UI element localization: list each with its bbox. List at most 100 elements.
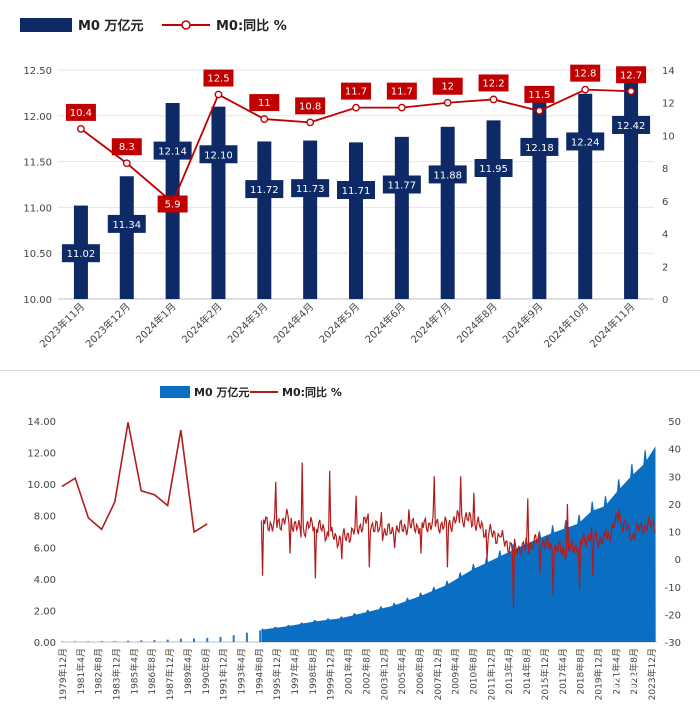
watermark: GO [610,671,643,695]
bar-data-label: 12.14 [158,147,187,158]
y-right-tick-label-2: 0 [675,555,681,566]
x-tick-label-2: 2003年12月 [378,648,390,700]
x-tick-label: 2024年3月 [225,300,271,346]
x-tick-label: 2023年11月 [37,300,87,350]
bar [303,140,318,299]
chart-m0-history: M0 万亿元 M0:同比 % 0.00 2.00 4.00 6.00 8.00 10.00… [0,372,700,712]
y-left-tick-label: 10.00 [23,295,52,306]
y-axis-right-2: -30 -20 -10 0 10 20 30 40 50 [665,417,681,649]
legend-bottom: M0 万亿元 M0:同比 % [160,385,342,399]
line-point [214,90,223,99]
y-axis-right: 0 2 4 6 8 10 12 14 [662,66,675,306]
x-tick-label-2: 2010年8月 [468,648,480,695]
bar [349,142,363,299]
bar-data-label: 11.88 [433,170,462,181]
x-tick-label-2: 2009年4月 [450,648,462,695]
y-left-tick-label: 11.50 [23,158,52,169]
x-tick-label: 2024年5月 [316,300,362,346]
line-data-label: 12.5 [207,74,229,85]
x-tick-label-2: 2018年8月 [575,648,587,695]
bar-label-box [612,115,651,134]
y-left-tick-label-2: 2.00 [34,606,56,617]
annual-bar [140,640,143,642]
bar-label-box [428,165,467,184]
y-right-tick-label-2: 50 [668,417,681,428]
legend-area-swatch [160,386,190,398]
line-label-box [157,195,188,213]
x-tick-label: 2024年10月 [541,300,591,350]
line-data-label: 11 [258,98,271,109]
bar-data-label: 12.10 [204,150,233,161]
y-left-tick-label: 12.50 [23,66,52,77]
x-tick-label: 2024年1月 [133,300,179,346]
y-right-tick-label: 6 [662,197,668,208]
x-tick-label-2: 2017年4月 [557,648,569,695]
bar-data-labels: 11.02 11.34 12.14 12.10 11.72 11.73 11.71 11.77… [61,115,651,263]
line-point [443,98,452,107]
bar [486,120,501,299]
x-tick-label-2: 1999年12月 [325,648,337,700]
y-left-tick-label-2: 0.00 [34,638,56,649]
line-point [489,95,498,104]
y-left-tick-label-2: 10.00 [27,480,56,491]
line-data-label: 11.7 [391,87,413,98]
annual-bar [61,641,63,643]
bar-label-box [153,141,192,160]
bar-label-box [382,175,421,194]
line-label-box [111,138,142,156]
line-data-label: 8.3 [119,142,135,153]
x-tick-label-2: 1995年12月 [271,648,283,700]
annual-bar [113,641,116,642]
y-left-tick-label: 12.00 [23,112,52,123]
x-tick-label-2: 1990年8月 [200,648,212,695]
line-data-label: 11.5 [528,90,550,101]
bar [532,99,547,299]
line-label-box [386,82,417,100]
x-tick-label-2: 2011年12月 [485,648,497,700]
y-left-tick-label-2: 4.00 [34,575,56,586]
y-right-tick-label-2: 40 [668,445,681,456]
x-tick-label-2: 2001年4月 [343,648,355,695]
line-data-labels: 10.4 8.3 5.9 12.5 11 10.8 11.7 11.7 12 12.2 11.5 12… [65,64,647,213]
y-right-tick-label-2: 10 [668,528,681,539]
y-right-tick-label: 12 [662,99,675,110]
x-tick-label-2: 1994年8月 [253,648,265,695]
bar-data-label: 11.73 [296,184,325,195]
line-label-box [65,103,96,121]
x-tick-label-2: 2014年8月 [521,648,533,695]
y-right-tick-label-2: 30 [668,472,681,483]
legend-line-marker [181,20,191,30]
line-series-2 [61,422,656,609]
x-tick-label-2: 2015年12月 [539,648,551,700]
annual-bar [206,637,209,642]
annual-bar [259,630,262,642]
line-data-label: 10.4 [70,108,92,119]
x-tick-label-2: 1997年4月 [289,648,301,695]
x-tick-label-2: 2005年4月 [396,648,408,695]
line-point [122,159,131,168]
bar [578,93,593,299]
legend-area-label: M0 万亿元 [194,385,249,399]
m0-area [261,446,656,642]
y-right-tick-label-2: -20 [665,610,681,621]
line-label-box [570,64,601,82]
legend-bar-swatch [20,18,72,32]
x-tick-label-2: 2006年8月 [414,648,426,695]
x-tick-label-2: 2007年12月 [432,648,444,700]
x-tick-label-2: 1982年8月 [93,648,105,695]
bar-label-box [61,244,100,263]
line-label-box [524,85,555,103]
line-data-label: 12 [441,82,454,93]
y-right-tick-label-2: 20 [668,500,681,511]
x-axis-labels-2: 1979年12月 1981年4月 1982年8月 1983年12月 1985年4月 198… [57,648,658,700]
y-left-tick-label-2: 12.00 [27,449,56,460]
x-tick-label: 2024年11月 [587,300,637,350]
line-label-box [249,94,280,112]
bar [257,141,272,299]
bar [394,136,409,299]
yoy-line-monthly [260,462,656,609]
line-data-label: 12.8 [574,69,596,80]
y-right-tick-label: 4 [662,230,668,241]
x-tick-label: 2024年8月 [454,300,500,346]
y-left-tick-label-2: 6.00 [34,543,56,554]
